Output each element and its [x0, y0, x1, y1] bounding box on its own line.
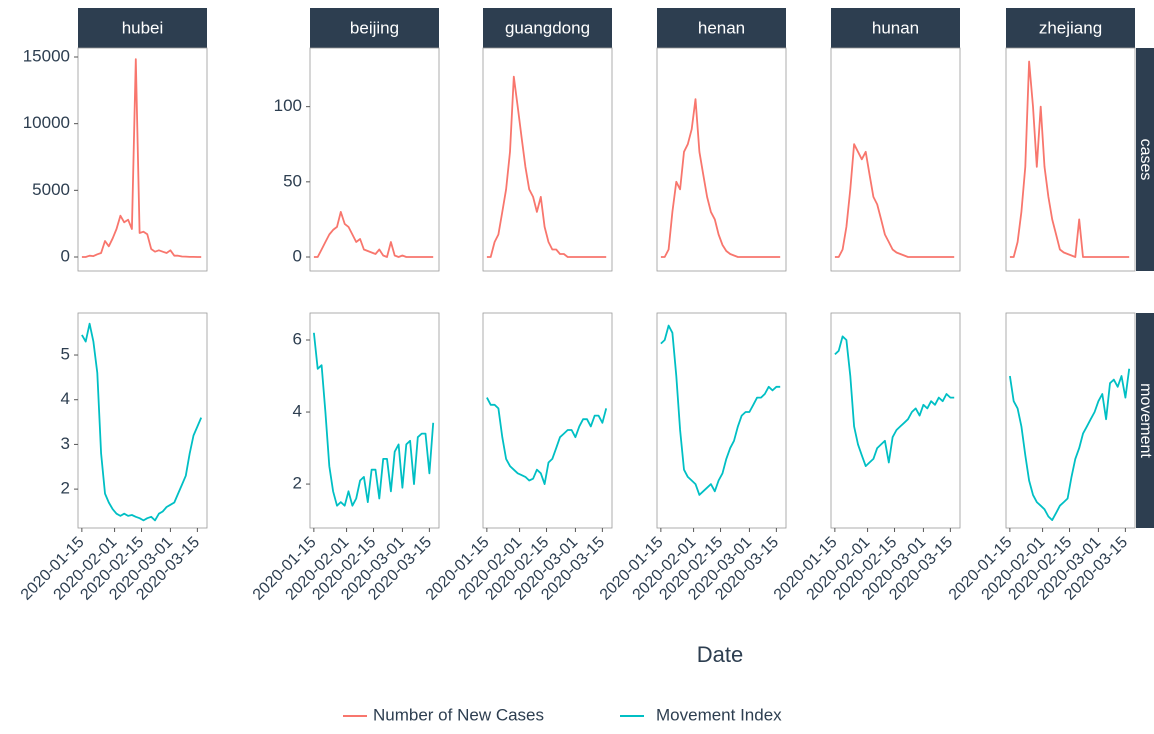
panel-border [830, 312, 961, 529]
panel-border [77, 312, 208, 529]
legend-label: Number of New Cases [373, 705, 544, 724]
panel-title: guangdong [505, 18, 590, 37]
panel-border [1005, 312, 1136, 529]
strip [1006, 8, 1135, 48]
panel-border [309, 312, 440, 529]
strip [483, 8, 612, 48]
y-tick-label: 2 [61, 479, 70, 498]
series-line [834, 335, 955, 467]
panel-border [656, 312, 787, 529]
panel-title: hubei [122, 18, 164, 37]
panel-title: hunan [872, 18, 919, 37]
panel-border [77, 47, 208, 272]
legend-label: Movement Index [656, 705, 782, 724]
panel-border [482, 312, 613, 529]
strip [657, 8, 786, 48]
series-line [313, 332, 435, 507]
series-line [486, 397, 608, 485]
series-line [660, 324, 781, 496]
panel-border [482, 47, 613, 272]
row-strip [1136, 48, 1154, 271]
panel-border [309, 47, 440, 272]
series-line [1009, 368, 1131, 521]
y-tick-label: 3 [61, 434, 70, 453]
row-label: movement [1137, 383, 1154, 458]
strip [831, 8, 960, 48]
panel-title: beijing [350, 18, 399, 37]
y-tick-label: 0 [293, 246, 302, 265]
series-line [486, 75, 607, 258]
row-label: cases [1137, 139, 1154, 181]
panel-title: henan [698, 18, 745, 37]
y-tick-label: 6 [293, 329, 302, 348]
series-line [81, 322, 203, 522]
y-tick-label: 10000 [23, 113, 70, 132]
y-tick-label: 5 [61, 345, 70, 364]
y-tick-label: 100 [274, 96, 302, 115]
series-line [834, 143, 955, 258]
strip [310, 8, 439, 48]
series-line [1009, 60, 1130, 258]
x-axis-title: Date [697, 642, 743, 667]
y-tick-label: 15000 [23, 46, 70, 65]
series-line [313, 211, 434, 258]
y-tick-label: 50 [283, 171, 302, 190]
y-tick-label: 4 [293, 402, 302, 421]
strip [78, 8, 207, 48]
panel-border [830, 47, 961, 272]
series-line [660, 98, 781, 258]
panel-title: zhejiang [1039, 18, 1102, 37]
panel-border [656, 47, 787, 272]
row-strip [1136, 313, 1154, 528]
y-tick-label: 0 [61, 246, 70, 265]
series-line [81, 58, 202, 258]
panel-border [1005, 47, 1136, 272]
y-tick-label: 2 [293, 474, 302, 493]
y-tick-label: 4 [61, 389, 70, 408]
y-tick-label: 5000 [32, 180, 70, 199]
